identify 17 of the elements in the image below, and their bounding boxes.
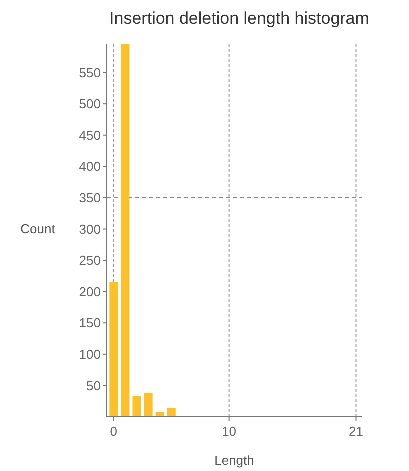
x-axis-title: Length [214,453,254,468]
y-tick-label: 250 [79,253,101,268]
y-tick-label: 550 [79,65,101,80]
x-tick-label: 0 [110,424,118,439]
y-tick-label: 150 [79,316,101,331]
y-tick-label: 350 [79,190,101,206]
y-tick-label: 200 [79,284,101,300]
y-tick-label: 50 [86,378,101,394]
y-tick-label: 300 [79,222,101,237]
chart-title: Insertion deletion length histogram [110,9,370,28]
x-tick-label: 21 [348,424,364,439]
x-tick-label: 10 [222,424,237,439]
y-tick-label: 100 [79,346,101,362]
y-tick-label: 450 [79,128,101,143]
y-tick-label: 500 [79,96,101,112]
y-axis-title: Count [20,222,56,236]
y-tick-label: 400 [79,159,101,174]
